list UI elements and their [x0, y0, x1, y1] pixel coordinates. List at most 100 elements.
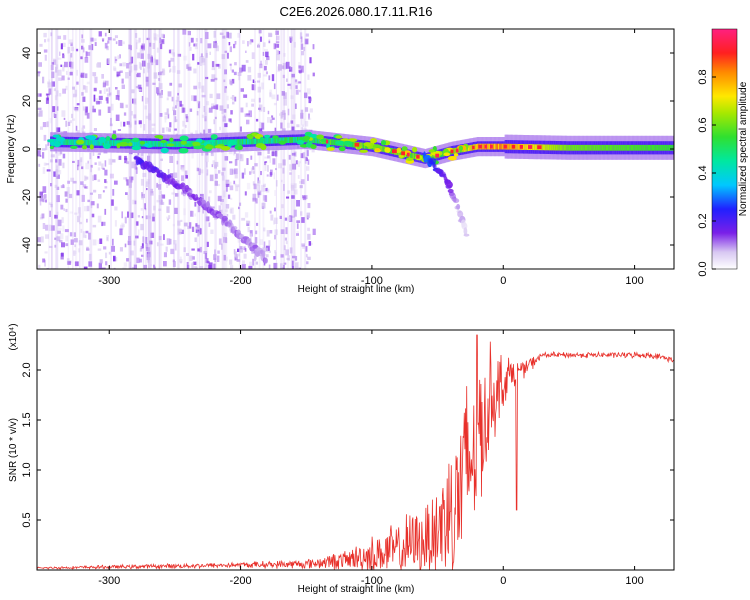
noise-cell — [67, 191, 69, 199]
noise-cell — [307, 74, 310, 80]
carrier-core — [574, 144, 577, 151]
noise-cell — [61, 242, 65, 248]
noise-cell — [119, 228, 123, 236]
carrier-core — [240, 138, 243, 145]
noise-cell — [226, 104, 229, 109]
noise-cell — [255, 261, 258, 265]
noise-cell — [50, 183, 53, 187]
noise-cell — [147, 62, 150, 69]
noise-cell — [193, 85, 198, 90]
noise-cell — [92, 105, 95, 112]
noise-cell — [282, 110, 286, 115]
carrier-core — [561, 144, 563, 151]
noise-cell — [114, 206, 118, 211]
noise-cell — [74, 89, 78, 97]
noise-cell — [146, 66, 150, 73]
noise-cell — [123, 262, 127, 267]
noise-cell — [225, 86, 227, 89]
noise-cell — [229, 161, 233, 164]
noise-cell — [187, 31, 191, 36]
noise-cell — [119, 102, 124, 109]
noise-cell — [72, 160, 75, 163]
noise-cell — [93, 174, 97, 181]
noise-cell — [195, 38, 198, 42]
carrier-core — [494, 143, 496, 150]
noise-cell — [282, 167, 285, 174]
noise-cell — [233, 180, 236, 185]
carrier-core — [222, 139, 225, 146]
noise-cell — [140, 53, 144, 59]
noise-cell — [223, 109, 227, 113]
noise-cell — [63, 117, 66, 120]
carrier-core — [281, 137, 284, 144]
carrier-core — [59, 139, 62, 145]
noise-cell — [255, 118, 259, 122]
noise-cell — [282, 159, 286, 166]
noise-cell — [160, 158, 163, 161]
carrier-blob — [81, 145, 88, 150]
noise-cell — [146, 37, 150, 41]
noise-cell — [43, 162, 47, 166]
noise-cell — [215, 45, 219, 52]
noise-cell — [257, 191, 259, 198]
carrier-core — [433, 153, 436, 159]
noise-cell — [135, 33, 138, 38]
noise-cell — [58, 77, 62, 81]
noise-cell — [171, 192, 175, 195]
noise-cell — [305, 254, 308, 258]
noise-cell — [302, 152, 306, 159]
noise-cell — [161, 33, 165, 38]
carrier-core — [620, 144, 623, 151]
noise-cell — [211, 61, 215, 68]
noise-cell — [131, 161, 135, 169]
carrier-peak — [416, 154, 420, 159]
noise-cell — [102, 39, 104, 42]
noise-cell — [188, 42, 191, 47]
noise-cell — [134, 120, 137, 125]
noise-cell — [282, 74, 285, 79]
noise-cell — [152, 213, 155, 217]
carrier-core — [579, 144, 582, 151]
carrier-core — [550, 144, 553, 151]
noise-cell — [162, 68, 165, 76]
carrier-core — [328, 139, 331, 145]
noise-cell — [197, 224, 200, 229]
noise-cell — [74, 107, 79, 111]
noise-cell — [267, 155, 271, 159]
noise-cell — [74, 108, 79, 112]
carrier-peak — [406, 152, 410, 157]
noise-cell — [240, 107, 244, 113]
carrier-core — [105, 140, 108, 146]
noise-cell — [242, 40, 245, 44]
carrier-peak — [450, 149, 454, 154]
noise-cell — [213, 254, 217, 261]
noise-cell — [291, 152, 296, 156]
noise-cell — [230, 65, 232, 71]
carrier-blob — [191, 141, 201, 147]
noise-cell — [134, 163, 138, 170]
noise-cell — [110, 199, 114, 206]
carrier-core — [582, 144, 584, 151]
noise-cell — [297, 163, 300, 167]
noise-cell — [180, 165, 185, 170]
noise-cell — [114, 220, 117, 227]
noise-cell — [287, 108, 290, 116]
noise-cell — [280, 254, 284, 258]
noise-cell — [218, 205, 222, 210]
noise-cell — [86, 81, 90, 85]
noise-cell — [210, 229, 214, 234]
noise-cell — [158, 195, 163, 200]
noise-cell — [86, 246, 89, 251]
noise-cell — [92, 224, 97, 228]
noise-cell — [294, 256, 298, 261]
noise-cell — [106, 235, 109, 242]
noise-cell — [300, 211, 303, 216]
noise-cell — [221, 109, 224, 114]
carrier-core — [138, 140, 140, 147]
carrier-core — [223, 139, 226, 146]
noise-cell — [266, 174, 269, 177]
noise-cell — [68, 193, 73, 199]
noise-cell — [90, 164, 93, 168]
noise-cell — [216, 93, 221, 100]
dip-cell — [456, 203, 461, 210]
